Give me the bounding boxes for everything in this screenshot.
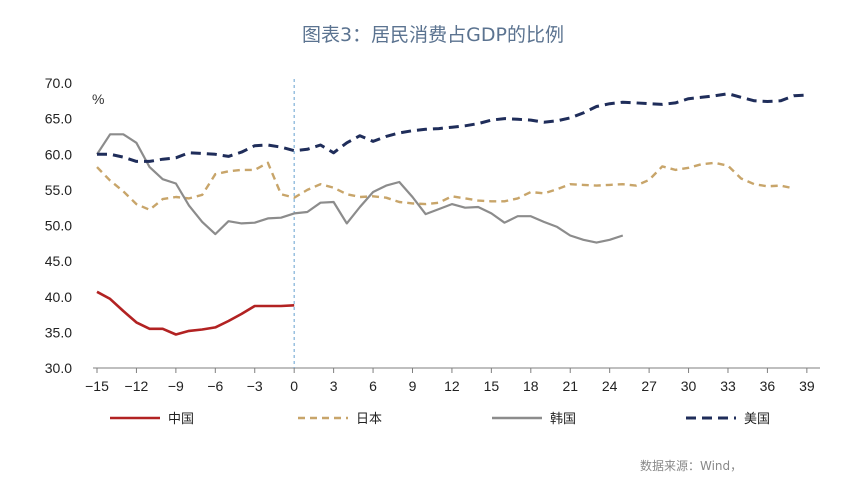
x-tick-label: 36 — [760, 378, 776, 394]
x-tick-label: 3 — [330, 378, 338, 394]
x-tick-label: 0 — [290, 378, 298, 394]
x-tick-label: 27 — [641, 378, 657, 394]
x-tick-label: 9 — [409, 378, 417, 394]
legend-label: 韩国 — [550, 412, 576, 427]
x-tick-label: 12 — [444, 378, 460, 394]
series-line-4 — [97, 92, 807, 163]
source-note: 数据来源：Wind， — [640, 458, 742, 473]
x-tick-label: −9 — [168, 378, 184, 394]
legend-label: 日本 — [356, 412, 382, 427]
series-group — [96, 92, 807, 336]
legend-label: 中国 — [168, 412, 194, 427]
x-tick-label: 15 — [484, 378, 500, 394]
series-line-3 — [96, 133, 624, 244]
series-line-1 — [96, 290, 295, 336]
x-tick-label: 6 — [369, 378, 377, 394]
legend-label: 美国 — [744, 412, 770, 427]
x-tick-label: −12 — [125, 378, 149, 394]
y-tick-label: 45.0 — [45, 253, 72, 269]
x-tick-label: 21 — [562, 378, 578, 394]
chart-title: 图表3：居民消费占GDP的比例 — [302, 24, 564, 46]
x-axis: −15 −12 −9 −6 −3 0 3 6 9 12 15 18 21 24 27 30 33 36 39 — [85, 368, 815, 394]
x-tick-label: 30 — [681, 378, 697, 394]
legend: 中国 日本 韩国 美国 — [110, 412, 770, 427]
y-tick-label: 60.0 — [45, 146, 72, 162]
x-tick-label: 24 — [602, 378, 618, 394]
y-axis: 30.0 35.0 40.0 45.0 50.0 55.0 60.0 65.0 70.0 — [45, 75, 72, 376]
y-tick-label: 55.0 — [45, 182, 72, 198]
x-tick-label: −6 — [207, 378, 223, 394]
unit-label: % — [92, 91, 104, 107]
x-tick-label: −3 — [247, 378, 263, 394]
y-tick-label: 40.0 — [45, 289, 72, 305]
x-tick-label: 33 — [720, 378, 736, 394]
x-tick-label: −15 — [85, 378, 109, 394]
y-tick-label: 70.0 — [45, 75, 72, 91]
series-line-2 — [96, 161, 794, 212]
y-tick-label: 50.0 — [45, 218, 72, 234]
y-tick-label: 35.0 — [45, 324, 72, 340]
x-tick-label: 39 — [799, 378, 815, 394]
y-tick-label: 65.0 — [45, 111, 72, 127]
x-tick-label: 18 — [523, 378, 539, 394]
y-tick-label: 30.0 — [45, 360, 72, 376]
